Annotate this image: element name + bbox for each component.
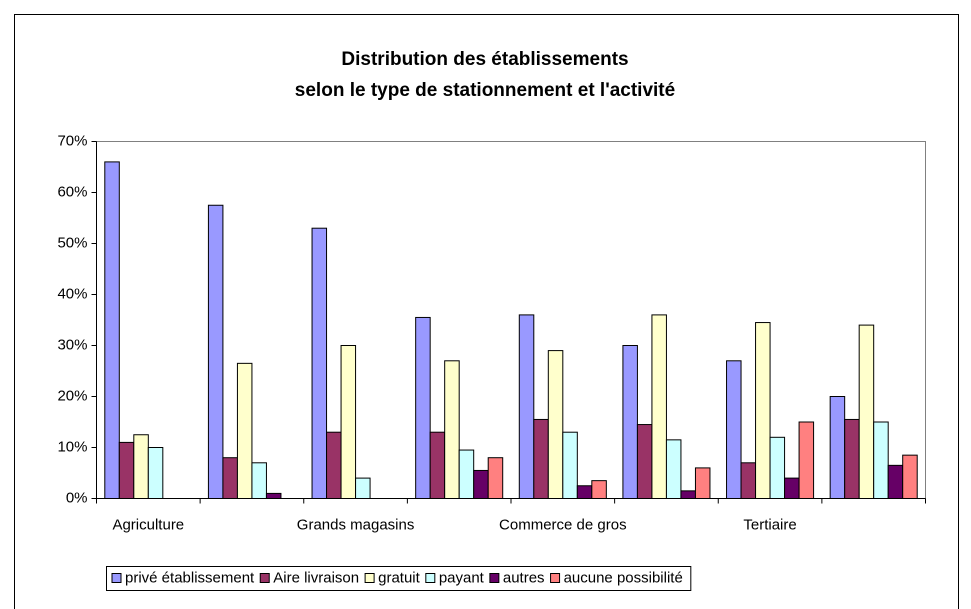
legend-label: aucune possibilité	[564, 569, 683, 586]
bar	[340, 345, 357, 499]
legend-label: payant	[439, 569, 485, 586]
bar	[680, 490, 696, 500]
bar	[207, 204, 224, 499]
legend-swatch	[550, 573, 561, 583]
bar	[829, 396, 846, 499]
bar	[444, 360, 460, 499]
bar	[769, 436, 786, 499]
chart-border	[14, 14, 959, 609]
x-tick-label: Commerce de gros	[499, 516, 627, 533]
y-tick-label: 30%	[57, 336, 87, 353]
legend-label: autres	[503, 569, 545, 586]
legend-swatch	[111, 573, 122, 583]
bar	[873, 421, 889, 499]
bar	[576, 485, 593, 499]
bar	[755, 322, 771, 499]
legend-swatch	[425, 573, 436, 583]
bar	[665, 439, 682, 500]
bar	[518, 314, 535, 499]
bar	[622, 345, 638, 499]
bar	[104, 161, 120, 499]
bar	[694, 467, 711, 499]
bar	[118, 441, 135, 499]
bar	[429, 431, 446, 500]
y-tick-label: 60%	[57, 183, 87, 200]
y-tick-label: 20%	[57, 387, 87, 404]
chart-title: Distribution des établissements	[341, 49, 628, 70]
bar	[265, 492, 282, 499]
y-tick-label: 40%	[57, 285, 87, 302]
bar	[798, 421, 815, 499]
y-tick-label: 70%	[57, 132, 87, 149]
y-tick-label: 50%	[57, 234, 87, 251]
x-tick-label: Agriculture	[112, 516, 184, 533]
legend-swatch	[259, 573, 270, 583]
bar	[784, 477, 800, 500]
bar	[547, 350, 564, 499]
bar	[636, 424, 653, 499]
bar	[311, 227, 328, 499]
bar	[591, 480, 607, 499]
bar	[236, 362, 253, 499]
bar	[902, 454, 918, 499]
legend-box	[106, 566, 692, 591]
legend-swatch	[364, 573, 375, 583]
bar	[415, 316, 431, 500]
bar	[133, 434, 149, 499]
legend-label: privé établissement	[125, 569, 255, 586]
bar	[355, 477, 371, 500]
bar	[487, 457, 504, 500]
y-tick-label: 10%	[57, 438, 87, 455]
bar	[651, 314, 667, 499]
bar	[887, 464, 904, 500]
legend-label: gratuit	[378, 569, 421, 586]
legend-label: Aire livraison	[273, 569, 359, 586]
bar	[147, 447, 164, 499]
bar	[326, 431, 342, 500]
bar	[726, 360, 742, 499]
x-tick-label: Tertiaire	[743, 516, 796, 533]
bar	[222, 457, 238, 500]
bar	[473, 469, 489, 500]
bar	[458, 449, 475, 499]
legend-swatch	[489, 573, 500, 583]
bar	[858, 324, 875, 499]
bar	[740, 462, 757, 499]
bar	[533, 418, 549, 500]
chart-title: selon le type de stationnement et l'acti…	[295, 80, 675, 101]
bar	[562, 431, 578, 500]
bar	[251, 462, 267, 499]
y-tick-label: 0%	[66, 489, 88, 506]
x-tick-label: Grands magasins	[297, 516, 415, 533]
bar	[844, 418, 860, 500]
